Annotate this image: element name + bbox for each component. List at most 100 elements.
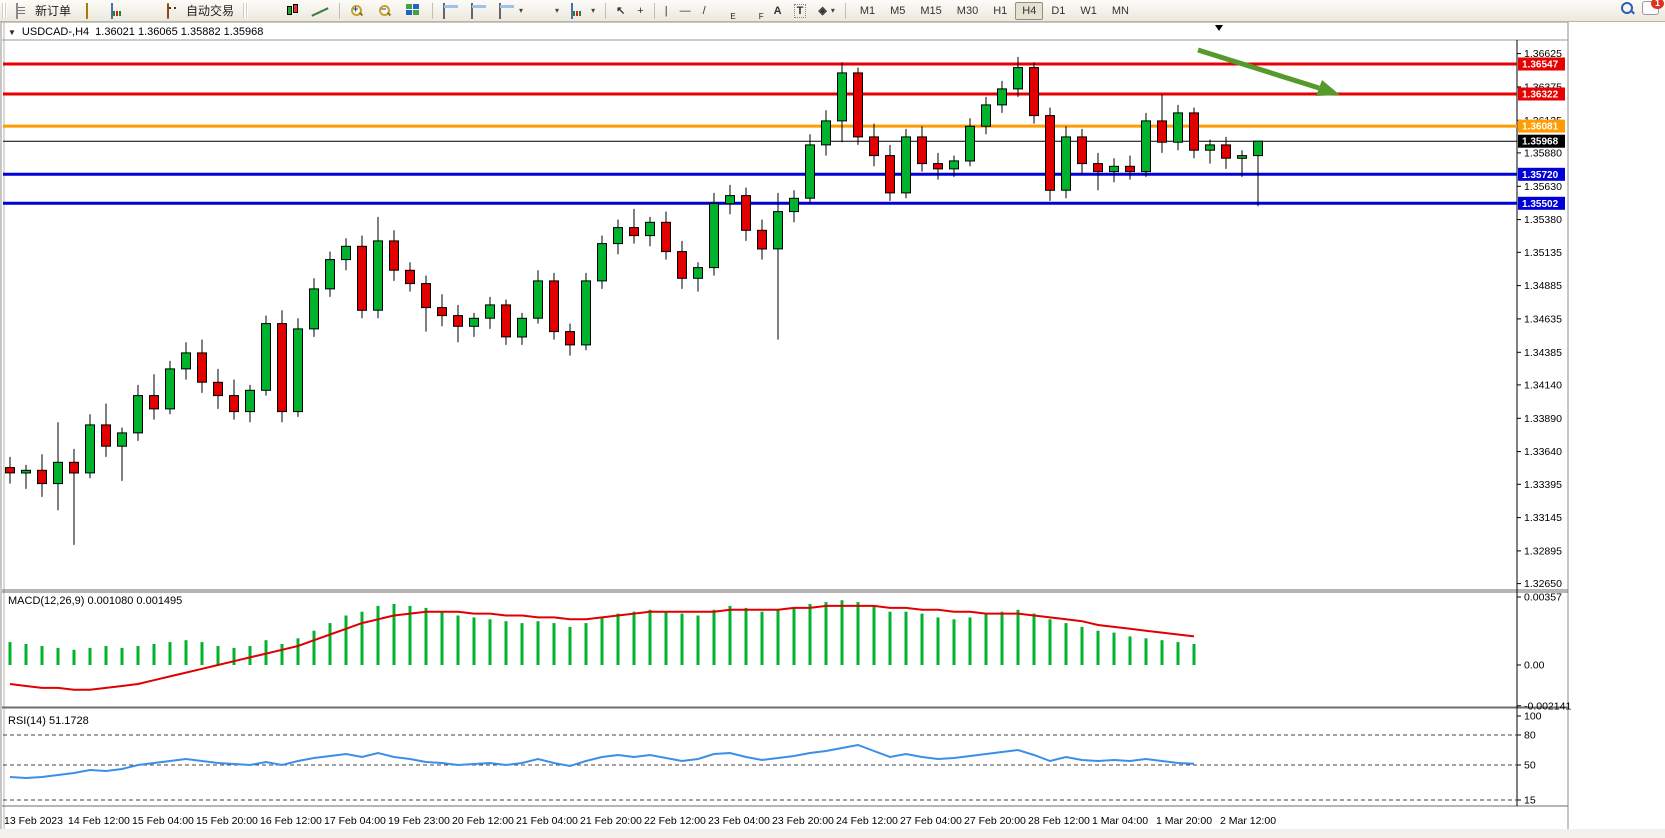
arrows-tool-button[interactable]: ◈ ▾ bbox=[813, 0, 839, 21]
timeframe-m30[interactable]: M30 bbox=[956, 4, 979, 17]
candle bbox=[949, 160, 959, 170]
price-axis: 1.366251.363751.361251.358801.356301.353… bbox=[1517, 48, 1562, 590]
candle bbox=[533, 280, 543, 319]
chart-window[interactable]: ▼ USDCAD-,H4 1.36021 1.36065 1.35882 1.3… bbox=[0, 22, 1665, 838]
line-chart-mode-button[interactable] bbox=[308, 0, 334, 21]
cursor-tool-button[interactable]: ↖ bbox=[611, 0, 630, 21]
text-tool-icon: A bbox=[773, 4, 782, 17]
template-icon bbox=[571, 2, 574, 19]
date-tick-label: 27 Feb 04:00 bbox=[900, 815, 962, 827]
candle bbox=[1109, 165, 1119, 173]
candle bbox=[1045, 115, 1055, 191]
bar-chart-mode-button[interactable] bbox=[252, 0, 278, 21]
zoom-in-button[interactable]: + bbox=[353, 3, 359, 14]
candles bbox=[5, 56, 1263, 545]
autotrading-button[interactable]: 自动交易 bbox=[162, 0, 239, 21]
periods-button[interactable]: ▾ bbox=[530, 0, 564, 21]
toolbar-separator bbox=[605, 2, 607, 19]
chart-canvas[interactable]: 1.366251.363751.361251.358801.356301.353… bbox=[0, 22, 1665, 838]
chart-shift-marker[interactable] bbox=[1215, 25, 1223, 31]
timeframe-m5[interactable]: M5 bbox=[890, 4, 906, 17]
candle bbox=[1029, 67, 1039, 117]
candle bbox=[789, 197, 799, 213]
chevron-down-icon: ▾ bbox=[830, 6, 835, 15]
trendline-icon: / bbox=[702, 4, 706, 17]
trend-arrow-annotation[interactable] bbox=[1197, 47, 1340, 96]
candle bbox=[437, 307, 447, 317]
candle bbox=[773, 211, 783, 250]
chat-bubble-icon[interactable]: 1 bbox=[1642, 0, 1664, 15]
vertical-line-tool-button[interactable]: | bbox=[660, 0, 673, 21]
timeframe-m1[interactable]: M1 bbox=[859, 4, 876, 17]
new-order-button[interactable]: 新订单 bbox=[11, 0, 76, 21]
date-tick-label: 1 Mar 04:00 bbox=[1092, 815, 1148, 827]
candle bbox=[517, 317, 527, 338]
price-badge: 1.36081 bbox=[1518, 119, 1565, 133]
tile-windows-button[interactable] bbox=[401, 0, 427, 21]
text-tool-button[interactable]: A bbox=[769, 0, 787, 21]
monitor-chart-icon bbox=[111, 2, 114, 19]
new-chart-button[interactable]: ▾ bbox=[494, 0, 528, 21]
candle bbox=[677, 251, 687, 279]
candle bbox=[101, 424, 111, 447]
candle bbox=[1173, 112, 1183, 143]
search-icon[interactable] bbox=[1621, 1, 1634, 15]
channel-tool-button[interactable]: E bbox=[713, 0, 739, 21]
candle bbox=[661, 221, 671, 253]
date-tick-label: 17 Feb 04:00 bbox=[324, 815, 386, 827]
candle bbox=[469, 317, 479, 327]
svg-text:1.36547: 1.36547 bbox=[1522, 60, 1559, 71]
gold-nugget-icon bbox=[86, 2, 89, 19]
timeframe-mn[interactable]: MN bbox=[1111, 4, 1129, 17]
price-tick-label: 1.32895 bbox=[1524, 545, 1562, 557]
fibonacci-tool-button[interactable]: F bbox=[741, 0, 767, 21]
cascade-charts-button[interactable] bbox=[466, 0, 492, 21]
text-label-tool-button[interactable]: T bbox=[789, 0, 812, 21]
date-tick-label: 22 Feb 12:00 bbox=[644, 815, 706, 827]
horizontal-line-tool-button[interactable]: — bbox=[675, 0, 696, 21]
trendline-tool-button[interactable]: / bbox=[698, 0, 711, 21]
new-order-label: 新订单 bbox=[35, 4, 72, 18]
channel-sub-letter: E bbox=[730, 11, 736, 21]
price-badge: 1.36322 bbox=[1518, 87, 1565, 101]
timeframe-m15[interactable]: M15 bbox=[920, 4, 942, 17]
timeframe-h4[interactable]: H4 bbox=[1015, 1, 1044, 20]
price-tick-label: 1.33890 bbox=[1524, 413, 1562, 425]
candle bbox=[613, 227, 623, 245]
macd-tick-label: 0.00357 bbox=[1524, 592, 1562, 604]
chevron-down-icon: ▾ bbox=[519, 6, 524, 15]
arrange-charts-button[interactable] bbox=[438, 0, 464, 21]
timeframe-d1[interactable]: D1 bbox=[1051, 4, 1066, 17]
candle bbox=[421, 283, 431, 309]
candle bbox=[885, 155, 895, 194]
candle bbox=[629, 227, 639, 237]
candle bbox=[1013, 67, 1023, 90]
candle bbox=[117, 432, 127, 447]
notification-badge: 1 bbox=[1651, 0, 1664, 9]
horizontal-level-lines[interactable] bbox=[3, 62, 1517, 205]
price-tick-label: 1.35630 bbox=[1524, 181, 1562, 193]
candle bbox=[277, 323, 287, 413]
window-icon bbox=[471, 2, 474, 19]
gold-button[interactable] bbox=[78, 0, 104, 21]
candle bbox=[965, 125, 975, 162]
candle bbox=[293, 328, 303, 413]
candle bbox=[645, 221, 655, 237]
price-badge: 1.35720 bbox=[1518, 167, 1565, 181]
candle bbox=[309, 288, 319, 330]
zoom-out-button[interactable]: − bbox=[381, 3, 387, 14]
candlestick-mode-button[interactable] bbox=[280, 0, 306, 21]
date-tick-label: 2 Mar 12:00 bbox=[1220, 815, 1276, 827]
price-tick-label: 1.36625 bbox=[1524, 48, 1562, 60]
candle bbox=[1157, 120, 1167, 143]
timeframe-h1[interactable]: H1 bbox=[993, 4, 1008, 17]
timeframe-w1[interactable]: W1 bbox=[1080, 4, 1097, 17]
candle bbox=[325, 259, 335, 290]
chevron-down-icon[interactable]: ▼ bbox=[8, 27, 16, 37]
date-tick-label: 19 Feb 23:00 bbox=[388, 815, 450, 827]
market-watch-button[interactable] bbox=[106, 0, 132, 21]
templates-button[interactable]: ▾ bbox=[566, 0, 600, 21]
crosshair-tool-button[interactable]: + bbox=[632, 0, 648, 21]
signals-button[interactable] bbox=[134, 0, 160, 21]
candle bbox=[853, 72, 863, 138]
